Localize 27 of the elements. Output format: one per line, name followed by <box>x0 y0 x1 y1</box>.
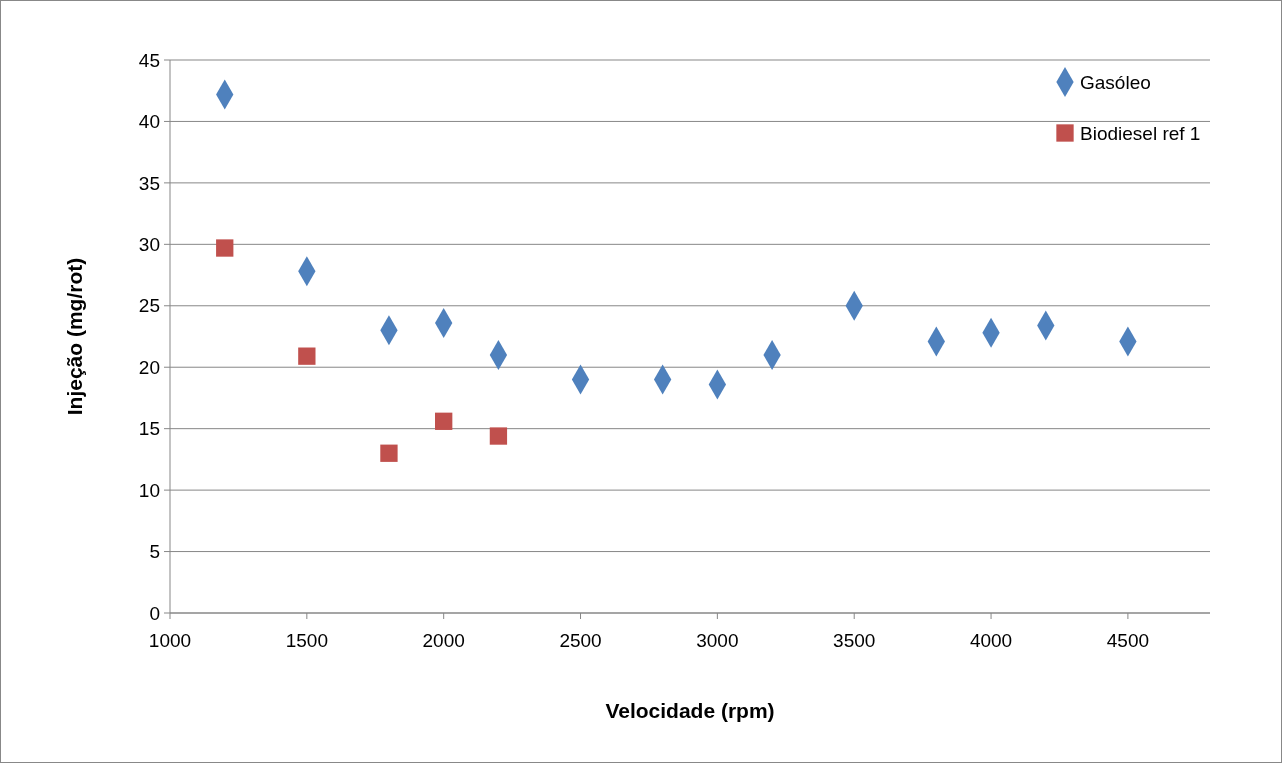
x-tick-label: 1500 <box>285 630 328 651</box>
x-tick-label: 4000 <box>969 630 1013 651</box>
y-tick-label: 10 <box>138 479 160 501</box>
y-tick-label: 45 <box>138 49 160 71</box>
y-tick-label: 25 <box>138 295 160 317</box>
y-axis-title: Injeção (mg/rot) <box>63 257 86 416</box>
point <box>489 427 508 445</box>
x-tick-label: 4500 <box>1106 630 1150 651</box>
point <box>216 239 234 257</box>
y-tick-label: 5 <box>149 541 160 563</box>
point <box>435 412 453 430</box>
point <box>380 444 398 462</box>
y-tick-label: 0 <box>149 602 160 624</box>
y-tick-label: 40 <box>138 111 160 133</box>
x-tick-label: 3500 <box>833 630 876 651</box>
legend-label: Biodiesel ref 1 <box>1080 122 1201 144</box>
point <box>298 347 316 365</box>
x-tick-label: 2000 <box>422 630 465 651</box>
x-tick-label: 3000 <box>696 630 739 651</box>
x-tick-label: 2500 <box>559 630 602 651</box>
legend-label: Gasóleo <box>1080 71 1151 93</box>
y-tick-label: 35 <box>138 172 160 194</box>
x-axis-title: Velocidade (rpm) <box>605 699 775 722</box>
y-tick-label: 15 <box>138 418 160 440</box>
y-tick-label: 20 <box>138 356 160 378</box>
x-tick-label: 1000 <box>148 630 192 651</box>
y-tick-label: 30 <box>138 233 160 255</box>
